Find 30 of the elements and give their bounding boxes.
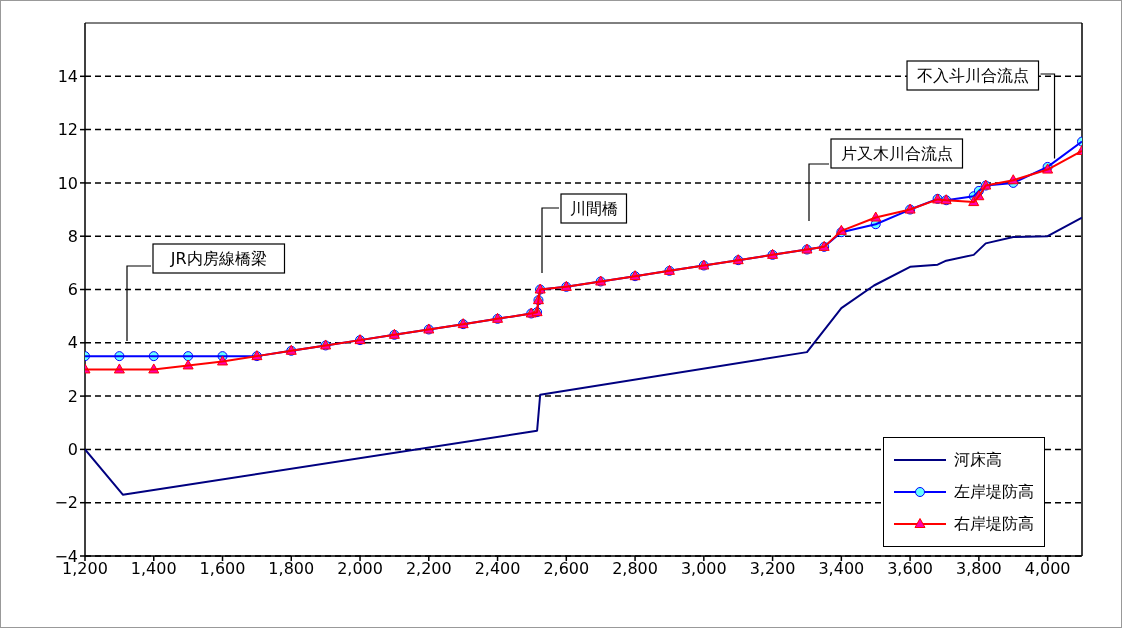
- annotation: 不入斗川合流点: [916, 66, 1029, 85]
- x-tick-label: 3,800: [955, 559, 1002, 579]
- y-tick-label: 4: [67, 333, 78, 353]
- annotation: 川間橋: [569, 199, 618, 218]
- x-tick-label: 4,000: [1024, 559, 1071, 579]
- y-tick-label: 10: [57, 173, 78, 193]
- y-tick-label: 8: [67, 226, 78, 246]
- x-tick-label: 2,800: [612, 559, 658, 579]
- x-tick-label: 2,400: [474, 559, 521, 579]
- x-tick-label: 3,600: [887, 559, 934, 579]
- legend-label: 右岸堤防高: [954, 513, 1034, 535]
- x-tick-label: 2,000: [337, 559, 383, 579]
- y-tick-label: 14: [57, 66, 78, 86]
- x-tick-label: 3,000: [680, 559, 727, 579]
- x-tick-label: 1,600: [199, 559, 246, 579]
- annotation: 片又木川合流点: [840, 144, 953, 163]
- y-tick-label: 12: [57, 120, 78, 140]
- y-tick-label: 6: [67, 280, 78, 300]
- legend-label: 左岸堤防高: [954, 481, 1034, 503]
- y-tick-label: 0: [67, 440, 78, 460]
- annotation: JR内房線橋梁: [169, 249, 267, 268]
- y-tick-label: 2: [67, 386, 78, 406]
- x-tick-label: 2,600: [543, 559, 590, 579]
- y-tick-label: −2: [54, 493, 78, 513]
- x-tick-label: 3,200: [749, 559, 796, 579]
- legend-label: 河床高: [954, 449, 1002, 471]
- x-tick-label: 1,800: [268, 559, 315, 579]
- x-tick-label: 1,400: [130, 559, 177, 579]
- x-tick-label: 2,200: [405, 559, 452, 579]
- x-tick-label: 3,400: [818, 559, 865, 579]
